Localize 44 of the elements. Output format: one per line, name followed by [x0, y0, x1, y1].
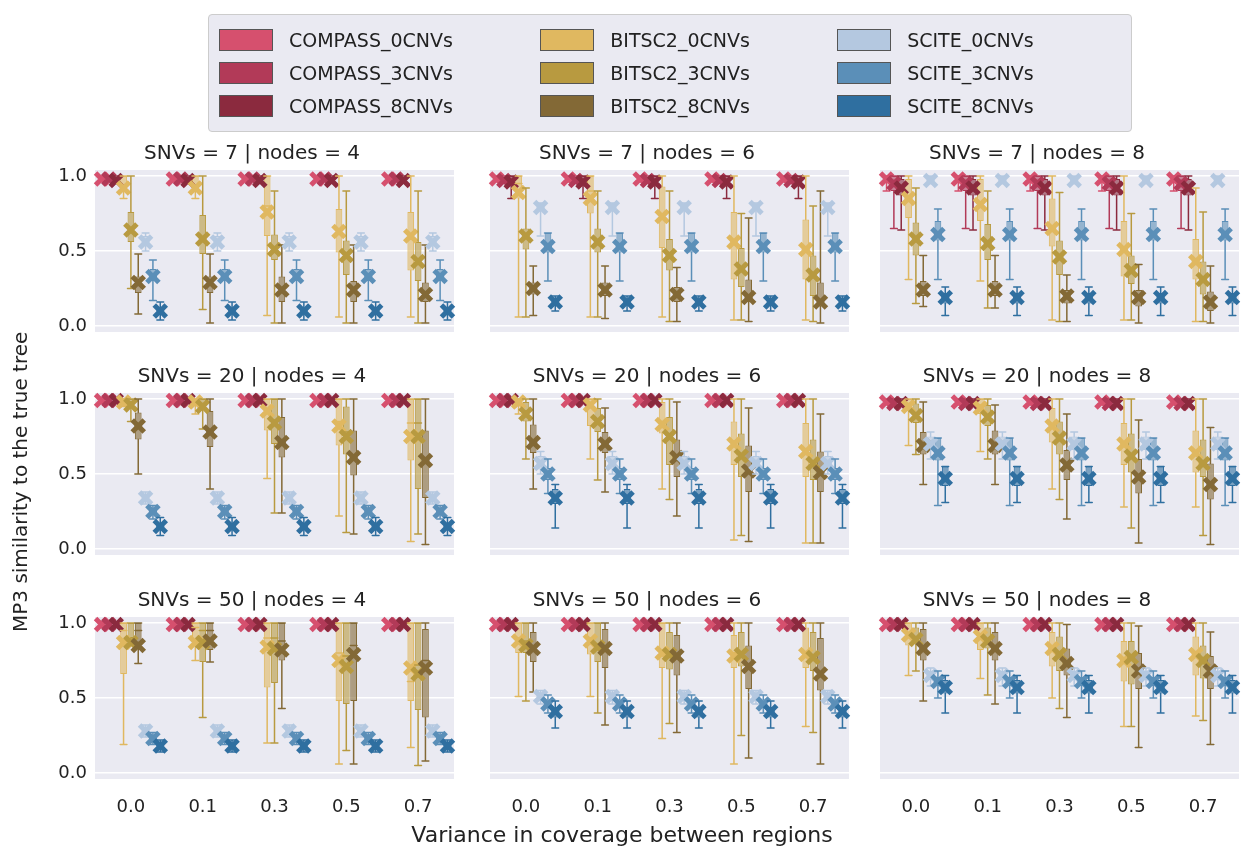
legend-label: COMPASS_8CNVs	[289, 95, 453, 118]
y-tick-label: 1.0	[58, 163, 87, 185]
legend-label: BITSC2_8CNVs	[610, 95, 750, 118]
chart-title: SNVs = 50 | nodes = 6	[532, 587, 762, 612]
x-tick-label: 0.3	[260, 795, 289, 817]
y-tick-label: 1.0	[58, 610, 87, 632]
x-axis-title: Variance in coverage between regions	[410, 822, 834, 847]
x-tick-label: 0.7	[798, 795, 828, 817]
chart-title: SNVs = 50 | nodes = 4	[137, 587, 367, 612]
x-tick-label: 0.1	[973, 795, 1003, 817]
legend-label: SCITE_3CNVs	[907, 61, 1034, 84]
y-tick-label: 0.0	[58, 760, 87, 782]
chart-title: SNVs = 20 | nodes = 4	[137, 363, 367, 388]
chart-title: SNVs = 7 | nodes = 4	[144, 140, 360, 165]
x-tick-label: 0.5	[331, 795, 361, 817]
y-axis-title: MP3 similarity to the true tree	[8, 331, 32, 632]
x-tick-label: 0.3	[655, 795, 684, 817]
y-tick-label: 0.5	[58, 685, 87, 707]
chart-title: SNVs = 50 | nodes = 8	[922, 587, 1152, 612]
legend-label: COMPASS_0CNVs	[289, 28, 453, 51]
y-tick-label: 0.0	[58, 313, 87, 335]
x-tick-label: 0.5	[1116, 795, 1146, 817]
legend-label: BITSC2_0CNVs	[610, 28, 750, 51]
y-tick-label: 0.5	[58, 461, 87, 483]
x-tick-label: 0.1	[188, 795, 218, 817]
chart-title: SNVs = 20 | nodes = 6	[532, 363, 762, 388]
chart-title: SNVs = 20 | nodes = 8	[922, 363, 1152, 388]
chart-title: SNVs = 7 | nodes = 6	[539, 140, 755, 165]
legend-label: SCITE_0CNVs	[907, 28, 1034, 51]
x-tick-label: 0.3	[1045, 795, 1074, 817]
x-tick-label: 0.7	[1188, 795, 1218, 817]
y-tick-label: 0.0	[58, 536, 87, 558]
legend-label: COMPASS_3CNVs	[289, 61, 453, 84]
y-tick-label: 0.5	[58, 238, 87, 260]
x-tick-label: 0.0	[511, 795, 541, 817]
x-tick-label: 0.7	[403, 795, 433, 817]
x-tick-label: 0.5	[726, 795, 756, 817]
x-tick-label: 0.1	[583, 795, 613, 817]
legend-label: BITSC2_3CNVs	[610, 61, 750, 84]
x-tick-label: 0.0	[116, 795, 146, 817]
chart-title: SNVs = 7 | nodes = 8	[929, 140, 1145, 165]
y-tick-label: 1.0	[58, 386, 87, 408]
x-tick-label: 0.0	[901, 795, 931, 817]
legend-label: SCITE_8CNVs	[907, 95, 1034, 118]
